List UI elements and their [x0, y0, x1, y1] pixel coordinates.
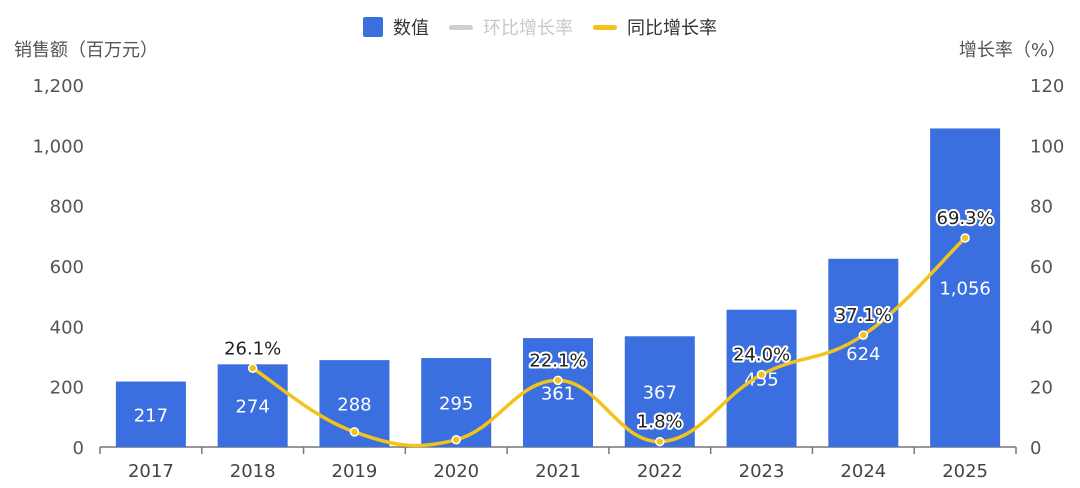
- y2-tick-label: 120: [1030, 76, 1064, 97]
- growth-value-label: 1.8%: [637, 412, 683, 433]
- x-tick-label: 2018: [230, 461, 276, 482]
- legend-item-value[interactable]: 数值: [363, 14, 429, 40]
- y2-tick-label: 100: [1030, 136, 1064, 157]
- y2-tick-label: 60: [1030, 257, 1053, 278]
- bar-value-label: 288: [337, 395, 371, 416]
- y2-tick-label: 0: [1030, 438, 1041, 459]
- y2-tick-label: 80: [1030, 197, 1053, 218]
- growth-point: [756, 369, 767, 380]
- bar-value-label: 361: [541, 384, 575, 405]
- bar-value-label: 455: [744, 369, 778, 390]
- y-tick-label: 1,000: [32, 136, 84, 157]
- legend-label-yoy-growth: 同比增长率: [627, 18, 717, 39]
- legend-label-value: 数值: [393, 18, 429, 39]
- bar-value-label: 295: [439, 394, 473, 415]
- legend-swatch-mom-growth: [449, 24, 473, 30]
- bar-2021: [523, 338, 593, 447]
- growth-point: [655, 436, 665, 447]
- y-tick-label: 200: [50, 378, 84, 399]
- legend-label-mom-growth: 环比增长率: [483, 18, 573, 39]
- x-tick-label: 2022: [637, 461, 683, 482]
- growth-point: [349, 427, 360, 437]
- legend-item-yoy-growth[interactable]: 同比增长率: [593, 14, 717, 40]
- y-tick-label: 600: [50, 257, 84, 278]
- bar-value-label: 274: [235, 397, 269, 418]
- y2-axis-title: 增长率（%）: [958, 40, 1066, 61]
- bar-value-label: 367: [643, 383, 677, 404]
- growth-value-label: 69.3%: [937, 208, 994, 229]
- legend-swatch-value: [363, 17, 383, 37]
- legend-item-mom-growth[interactable]: 环比增长率: [449, 14, 573, 40]
- growth-line: [250, 236, 967, 448]
- growth-value-label: 24.0%: [733, 345, 790, 366]
- growth-point: [960, 233, 970, 243]
- bar-2018: [217, 364, 288, 447]
- x-tick-label: 2021: [535, 461, 581, 482]
- bar-value-label: 1,056: [939, 279, 991, 300]
- growth-value-label: 22.1%: [529, 350, 586, 371]
- x-tick-label: 2017: [128, 461, 174, 482]
- bar-2017: [115, 381, 186, 447]
- y-tick-label: 800: [50, 197, 84, 218]
- x-tick-label: 2024: [840, 461, 886, 482]
- y2-tick-label: 20: [1030, 378, 1053, 399]
- x-tick-label: 2020: [433, 461, 479, 482]
- y-axis-title: 销售额（百万元）: [14, 40, 158, 61]
- bar-2020: [421, 358, 492, 447]
- growth-point: [553, 375, 563, 386]
- growth-value-label: 37.1%: [835, 305, 892, 326]
- y-tick-label: 0: [73, 438, 84, 459]
- legend-swatch-yoy-growth: [593, 24, 617, 30]
- y-tick-label: 1,200: [32, 76, 84, 97]
- x-tick-label: 2025: [942, 461, 988, 482]
- bar-value-label: 217: [134, 405, 168, 426]
- bar-2022: [624, 336, 695, 447]
- bar-2024: [828, 258, 899, 447]
- x-tick-label: 2023: [739, 461, 785, 482]
- growth-value-label: 26.1%: [224, 338, 281, 359]
- y2-tick-label: 40: [1030, 317, 1053, 338]
- growth-point: [247, 363, 258, 374]
- growth-point: [858, 330, 869, 340]
- chart-legend: 数值 环比增长率 同比增长率: [0, 14, 1080, 40]
- x-tick-label: 2019: [332, 461, 378, 482]
- bar-2025: [930, 128, 1001, 447]
- bar-value-label: 624: [846, 344, 880, 365]
- growth-point: [451, 435, 461, 445]
- y-tick-label: 400: [50, 317, 84, 338]
